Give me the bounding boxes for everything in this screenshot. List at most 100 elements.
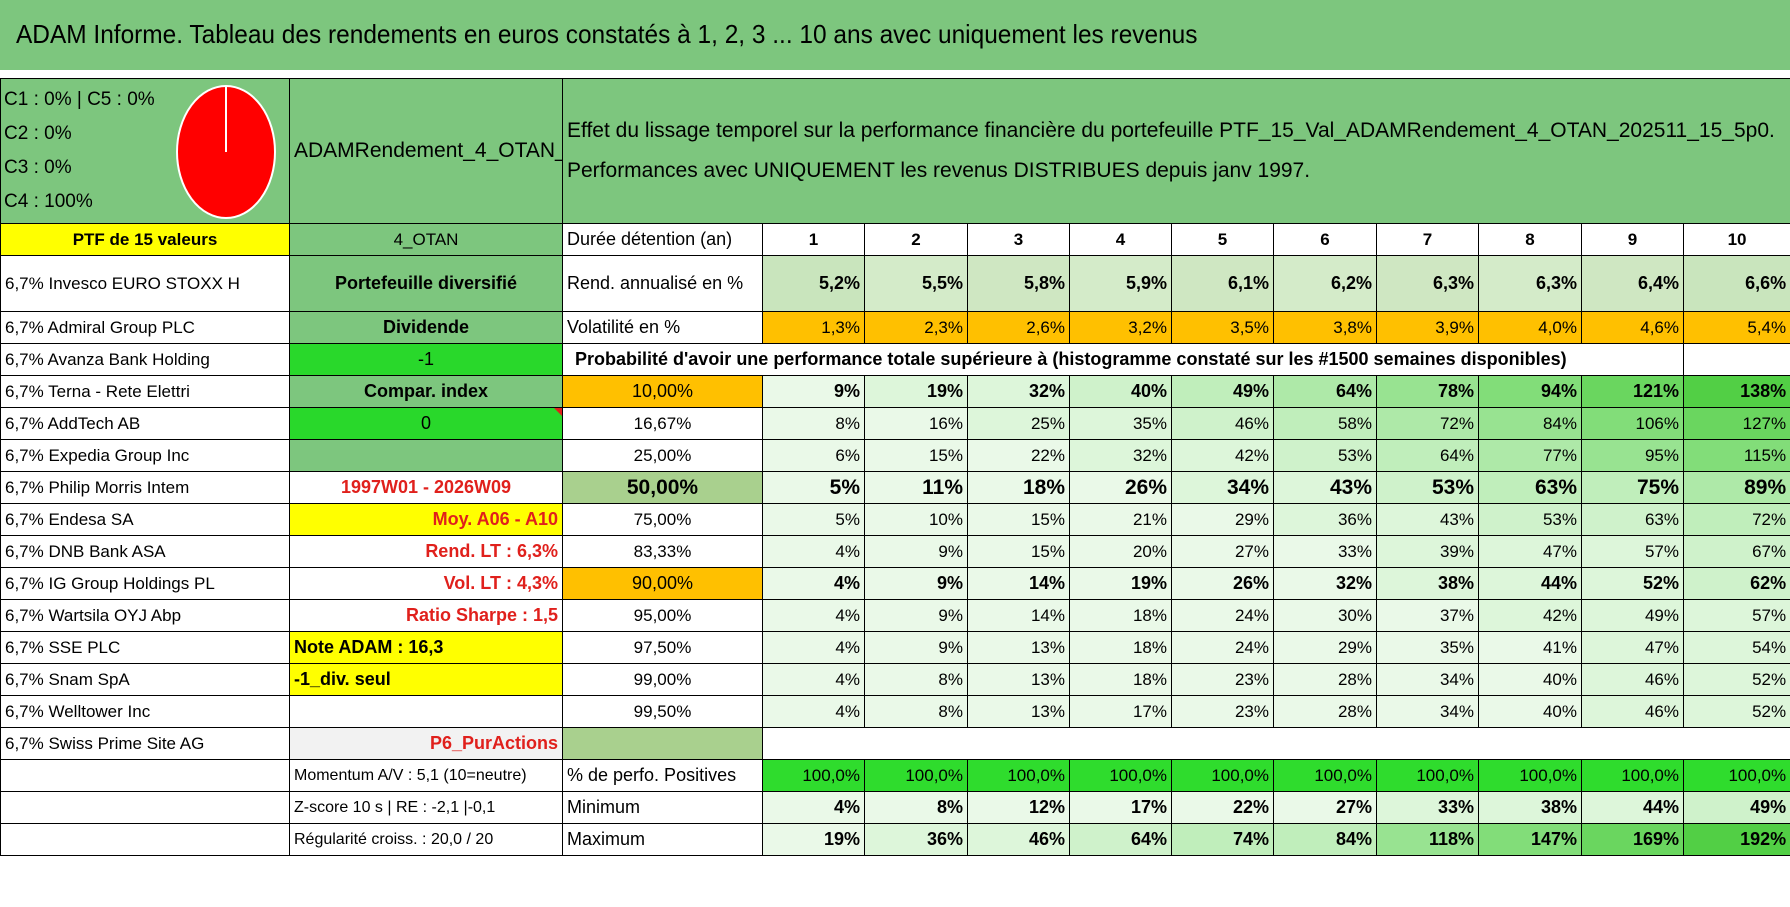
holding-label: 6,7% IG Group Holdings PL	[0, 567, 290, 600]
minimum-value: 12%	[967, 791, 1070, 824]
quantile-value: 77%	[1478, 439, 1582, 472]
quantile-value: 37%	[1376, 599, 1479, 632]
quantile-row: 6,7% Philip Morris Intem 1997W01 - 2026W…	[0, 471, 1790, 504]
average-label: Moy. A06 - A10	[289, 503, 563, 536]
quantile-value: 53%	[1273, 439, 1377, 472]
holding-label: 6,7% Philip Morris Intem	[0, 471, 290, 504]
long-term-return-label: Rend. LT : 6,3%	[289, 535, 563, 568]
returns-table: C1 : 0% | C5 : 0% C2 : 0% C3 : 0% C4 : 1…	[0, 78, 1790, 856]
quantile-value: 15%	[967, 503, 1070, 536]
quantile-value: 46%	[1581, 695, 1684, 728]
quantile-value: 8%	[864, 695, 968, 728]
quantile-value: 106%	[1581, 407, 1684, 440]
return-value: 5,5%	[864, 255, 968, 312]
minimum-value: 27%	[1273, 791, 1377, 824]
description-line-2: Performances avec UNIQUEMENT les revenus…	[567, 159, 1311, 182]
quantile-value: 19%	[1069, 567, 1172, 600]
dividend-label: Dividende	[289, 311, 563, 344]
duration-row: PTF de 15 valeurs 4_OTAN Durée détention…	[0, 223, 1790, 256]
quantile-value: 18%	[967, 471, 1070, 504]
quantile-row: 6,7% SSE PLC Note ADAM : 16,3 97,50% 4% …	[0, 631, 1790, 664]
quantile-value: 54%	[1682, 631, 1790, 664]
avanza-value: -1	[289, 343, 563, 376]
quantile-value: 9%	[864, 535, 968, 568]
quantile-row: 6,7% DNB Bank ASA Rend. LT : 6,3% 83,33%…	[0, 535, 1790, 568]
maximum-row: Régularité croiss. : 20,0 / 20 Maximum 1…	[0, 823, 1790, 856]
quantile-value: 32%	[1069, 439, 1172, 472]
quantile-value: 28%	[1273, 695, 1377, 728]
year-header: 3	[967, 223, 1070, 256]
quantile-value: 25%	[967, 407, 1070, 440]
positives-label: % de perfo. Positives	[562, 759, 763, 792]
empty-cell	[0, 823, 290, 856]
return-row: 6,7% Invesco EURO STOXX H Portefeuille d…	[0, 255, 1790, 312]
quantile-value: 27%	[1171, 535, 1274, 568]
minimum-value: 8%	[864, 791, 968, 824]
maximum-value: 46%	[967, 823, 1070, 856]
volatility-row: 6,7% Admiral Group PLC Dividende Volatil…	[0, 311, 1790, 344]
probability-title-row: 6,7% Avanza Bank Holding -1 Probabilité …	[0, 343, 1790, 376]
positives-value: 100,0%	[1376, 759, 1479, 792]
long-term-volatility-label: Vol. LT : 4,3%	[289, 567, 563, 600]
holding-label: 6,7% DNB Bank ASA	[0, 535, 290, 568]
maximum-label: Maximum	[562, 823, 763, 856]
quantile-label: 10,00%	[562, 375, 763, 408]
page-title: ADAM Informe. Tableau des rendements en …	[16, 19, 1198, 49]
quantile-label: 50,00%	[562, 471, 763, 504]
quantile-value: 58%	[1273, 407, 1377, 440]
quantile-value: 35%	[1069, 407, 1172, 440]
quantile-row: 6,7% Expedia Group Inc 25,00% 6% 15% 22%…	[0, 439, 1790, 472]
quantile-label: 99,50%	[562, 695, 763, 728]
quantile-value: 9%	[762, 375, 865, 408]
quantile-label: 83,33%	[562, 535, 763, 568]
minimum-value: 49%	[1682, 791, 1790, 824]
quantile-value: 40%	[1478, 695, 1582, 728]
portfolio-code: ADAMRendement_4_OTAN_202511_15_5p0	[289, 78, 563, 224]
return-label: Rend. annualisé en %	[562, 255, 763, 312]
quantile-value: 95%	[1581, 439, 1684, 472]
holding-label: 6,7% Endesa SA	[0, 503, 290, 536]
holding-label: 6,7% Snam SpA	[0, 663, 290, 696]
quantile-value: 4%	[762, 535, 865, 568]
quantile-value: 34%	[1376, 663, 1479, 696]
quantile-value: 36%	[1273, 503, 1377, 536]
year-header: 1	[762, 223, 865, 256]
header-description: Effet du lissage temporel sur la perform…	[561, 78, 1790, 224]
return-value: 5,9%	[1069, 255, 1172, 312]
quantile-value: 42%	[1478, 599, 1582, 632]
duration-label: Durée détention (an)	[562, 223, 763, 256]
quantile-value: 4%	[762, 663, 865, 696]
empty-cell	[1682, 343, 1790, 376]
minimum-label: Minimum	[562, 791, 763, 824]
quantile-value: 78%	[1376, 375, 1479, 408]
holding-label: 6,7% Invesco EURO STOXX H	[0, 255, 290, 312]
legend-c2: C2 : 0%	[4, 123, 72, 144]
return-value: 6,4%	[1581, 255, 1684, 312]
holding-label: 6,7% Avanza Bank Holding	[0, 343, 290, 376]
holding-row: 6,7% Swiss Prime Site AG P6_PurActions	[0, 727, 1790, 760]
legend-c1-c5: C1 : 0% | C5 : 0%	[4, 89, 155, 110]
quantile-value: 4%	[762, 567, 865, 600]
holding-label: 6,7% Wartsila OYJ Abp	[0, 599, 290, 632]
quantile-value: 19%	[864, 375, 968, 408]
quantile-value: 15%	[864, 439, 968, 472]
empty-cell	[763, 728, 1790, 760]
quantile-row: 6,7% Wartsila OYJ Abp Ratio Sharpe : 1,5…	[0, 599, 1790, 632]
diversified-label: Portefeuille diversifié	[289, 255, 563, 312]
sharpe-ratio-label: Ratio Sharpe : 1,5	[289, 599, 563, 632]
zscore-label: Z-score 10 s | RE : -2,1 |-0,1	[289, 791, 563, 824]
quantile-value: 40%	[1069, 375, 1172, 408]
minimum-value: 38%	[1478, 791, 1582, 824]
quantile-value: 5%	[762, 471, 865, 504]
quantile-value: 138%	[1682, 375, 1790, 408]
quantile-value: 121%	[1581, 375, 1684, 408]
quantile-value: 18%	[1069, 631, 1172, 664]
maximum-value: 118%	[1376, 823, 1479, 856]
quantile-value: 8%	[864, 663, 968, 696]
quantile-value: 38%	[1376, 567, 1479, 600]
quantile-value: 29%	[1171, 503, 1274, 536]
quantile-value: 67%	[1682, 535, 1790, 568]
return-value: 6,1%	[1171, 255, 1274, 312]
quantile-value: 22%	[967, 439, 1070, 472]
quantile-value: 29%	[1273, 631, 1377, 664]
